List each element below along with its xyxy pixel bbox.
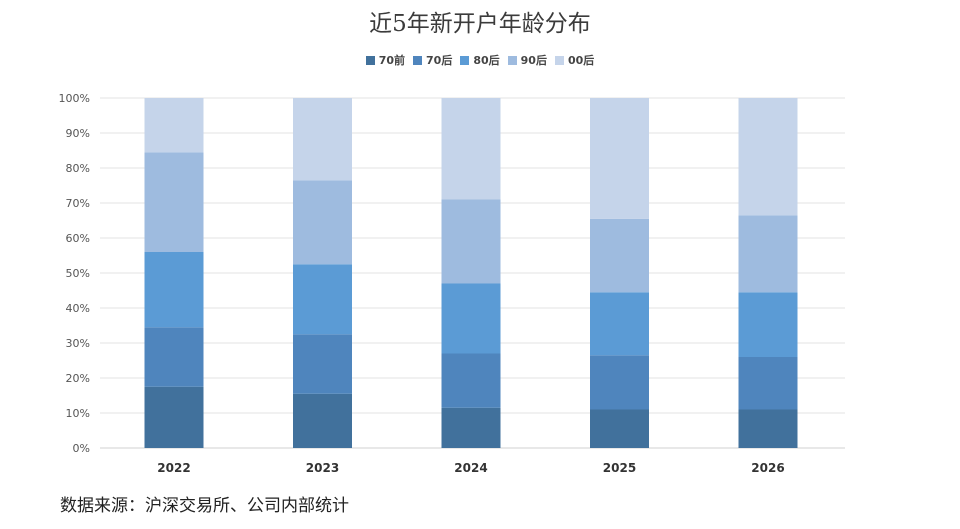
bar-segment	[144, 152, 204, 252]
bar-segment	[441, 283, 501, 354]
legend-swatch	[413, 55, 423, 65]
bar-segment	[738, 292, 798, 357]
bar-segment	[293, 180, 352, 265]
source-note: 数据来源：沪深交易所、公司内部统计	[60, 496, 349, 516]
legend: 70前 70后 80后 90后 00后	[0, 52, 960, 68]
bar-segment	[590, 355, 649, 410]
legend-item: 90后	[507, 52, 547, 68]
y-tick-label: 90%	[66, 127, 90, 140]
legend-item: 70后	[413, 52, 452, 68]
bar-segment	[441, 407, 501, 448]
x-tick-label: 2025	[603, 461, 636, 475]
legend-item: 80后	[460, 52, 500, 68]
y-tick-label: 30%	[66, 337, 90, 350]
x-tick-label: 2023	[306, 461, 339, 475]
legend-swatch	[554, 55, 564, 65]
y-tick-label: 40%	[66, 302, 90, 315]
bar-segment	[738, 409, 798, 448]
x-tick-label: 2024	[454, 461, 487, 475]
x-tick-label: 2026	[751, 461, 784, 475]
bar-segment	[144, 386, 204, 448]
bar-segment	[144, 98, 204, 153]
legend-swatch	[365, 55, 375, 65]
y-tick-label: 10%	[66, 407, 90, 420]
y-tick-label: 20%	[66, 372, 90, 385]
legend-label: 00后	[567, 54, 595, 67]
legend-item: 70前	[365, 52, 406, 68]
bar-segment	[293, 393, 352, 448]
bar-segment	[293, 98, 352, 181]
bar-segment	[144, 252, 204, 328]
bar-segment	[738, 357, 798, 410]
bar-segment	[590, 98, 649, 219]
legend-label: 70前	[378, 54, 406, 67]
bar-segment	[738, 98, 798, 216]
y-tick-label: 50%	[66, 267, 90, 280]
y-tick-label: 100%	[59, 92, 90, 105]
bar-segment	[441, 98, 501, 200]
legend-label: 70后	[426, 54, 453, 67]
bar-segment	[738, 215, 798, 293]
legend-swatch	[460, 55, 470, 65]
bar-segment	[590, 409, 649, 448]
bar-segment	[293, 334, 352, 394]
y-tick-label: 0%	[73, 442, 90, 455]
bar-segment	[441, 353, 501, 408]
bar-segment	[590, 218, 649, 293]
legend-swatch	[507, 55, 517, 65]
y-tick-label: 80%	[66, 162, 90, 175]
y-tick-label: 60%	[66, 232, 90, 245]
legend-item: 00后	[554, 52, 595, 68]
bar-segment	[293, 264, 352, 335]
y-tick-label: 70%	[66, 197, 90, 210]
legend-label: 80后	[473, 54, 500, 67]
legend-label: 90后	[520, 54, 547, 67]
bar-segment	[441, 199, 501, 284]
x-tick-label: 2022	[157, 461, 190, 475]
chart-title: 近5年新开户年龄分布	[369, 11, 591, 37]
bar-segment	[590, 292, 649, 356]
bar-segment	[144, 327, 204, 387]
